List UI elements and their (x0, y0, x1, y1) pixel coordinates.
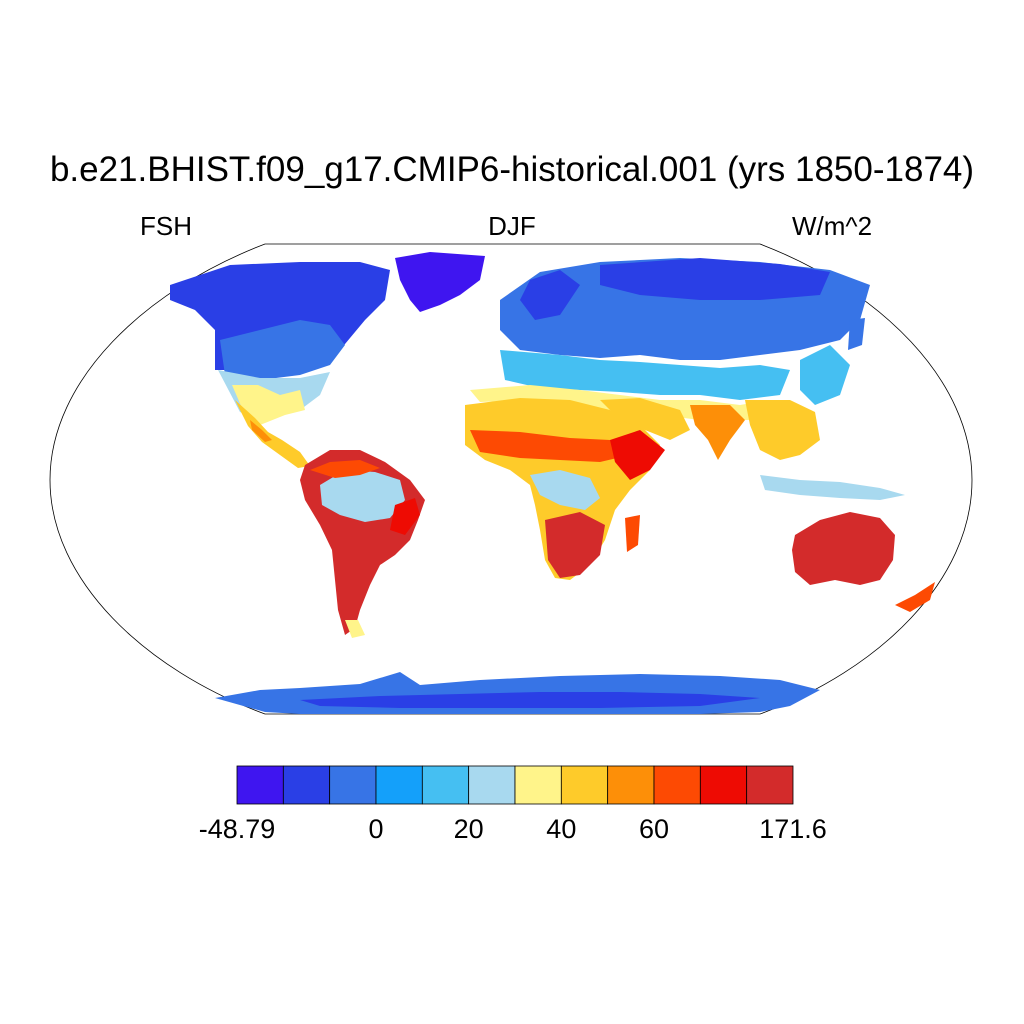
brazil-east (390, 498, 420, 535)
europe-mid (500, 350, 790, 400)
new-zealand (895, 582, 935, 612)
southern-africa (545, 512, 605, 578)
variable-label: FSH (140, 211, 192, 241)
japan (848, 318, 865, 350)
colorbar-box (514, 765, 562, 805)
australia (792, 512, 895, 585)
siberia-cold (600, 258, 830, 300)
colorbar-box (607, 765, 655, 805)
east-asia-coast (800, 345, 850, 405)
units-label: W/m^2 (792, 211, 873, 241)
horn-of-africa (610, 430, 665, 480)
colorbar (236, 765, 794, 805)
colorbar-box (653, 765, 701, 805)
colorbar-tick-label: 60 (638, 814, 670, 844)
mexico (235, 400, 310, 468)
colorbar-box (468, 765, 516, 805)
season-label: DJF (488, 211, 536, 241)
patagonia-tip (345, 620, 365, 638)
central-america-hot (250, 420, 272, 442)
colorbar-box (329, 765, 377, 805)
amazon-edge (310, 460, 380, 478)
colorbar-tick-label: 0 (368, 814, 384, 844)
colorbar-box (699, 765, 748, 805)
colorbar-box (560, 765, 609, 805)
greenland (395, 252, 485, 312)
amazon-basin (320, 470, 405, 522)
madagascar (625, 515, 640, 552)
north-america-mid (220, 320, 345, 380)
colorbar-box (746, 765, 794, 805)
central-africa (530, 470, 600, 510)
arabia (600, 398, 690, 440)
colorbar-tick-label: 40 (546, 814, 577, 844)
antarctica-cold (300, 692, 760, 708)
colorbar-tick-label: -48.79 (198, 814, 276, 844)
indonesia (760, 475, 905, 500)
india (690, 405, 745, 460)
colorbar-tick-label: 20 (453, 814, 484, 844)
colorbar-box (236, 765, 284, 805)
plot-title: b.e21.BHIST.f09_g17.CMIP6-historical.001… (49, 150, 975, 189)
sahel-band (470, 430, 630, 462)
colorbar-box (421, 765, 470, 805)
se-asia (745, 400, 820, 460)
colorbar-box (375, 765, 423, 805)
scandinavia (520, 270, 580, 320)
colorbar-tick-label: 171.6 (759, 814, 827, 844)
land-masses (170, 252, 935, 714)
colorbar-box (282, 765, 331, 805)
